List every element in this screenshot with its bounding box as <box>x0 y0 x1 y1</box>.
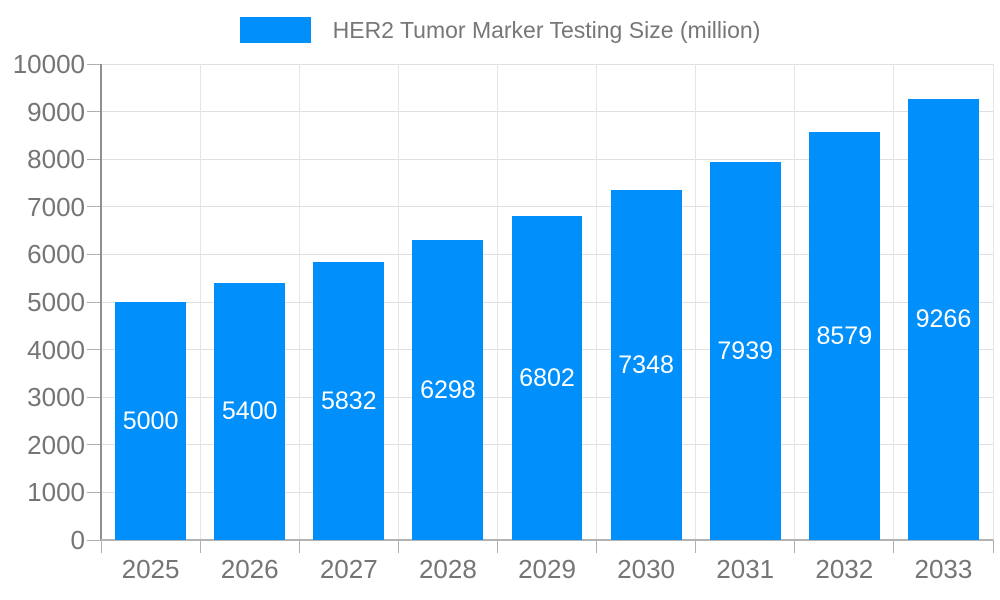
bar-2028[interactable] <box>412 240 484 540</box>
y-axis-label: 3000 <box>27 382 85 413</box>
x-axis-label: 2026 <box>220 554 279 584</box>
y-axis-line <box>100 64 102 540</box>
x-axis-label: 2028 <box>418 554 477 584</box>
x-axis-label: 2027 <box>319 554 378 584</box>
y-axis-tick <box>87 253 101 255</box>
x-axis-tick <box>893 540 895 553</box>
y-gridline <box>101 158 993 160</box>
x-axis-tick <box>794 540 796 553</box>
x-axis-label: 2029 <box>518 554 576 584</box>
x-gridline <box>794 64 796 540</box>
y-gridline <box>101 206 993 208</box>
bar-2026[interactable] <box>214 282 286 540</box>
y-axis-label: 7000 <box>27 191 85 222</box>
bar-2027[interactable] <box>313 262 385 540</box>
x-axis-tick <box>298 540 300 553</box>
y-gridline <box>101 111 993 113</box>
y-axis-tick <box>87 444 101 446</box>
x-gridline <box>596 64 598 540</box>
bar-2030[interactable] <box>610 190 682 540</box>
x-axis-line <box>101 539 993 541</box>
x-axis-tick <box>199 540 201 553</box>
y-axis-tick <box>87 349 101 351</box>
y-axis-label: 9000 <box>27 96 85 127</box>
x-axis-label: 2030 <box>617 554 676 584</box>
y-gridline <box>101 63 993 65</box>
y-axis-tick <box>87 539 101 541</box>
x-gridline <box>893 64 895 540</box>
y-axis-tick <box>87 491 101 493</box>
x-gridline <box>992 64 994 540</box>
bar-2033[interactable] <box>907 98 979 540</box>
y-axis-tick <box>87 158 101 160</box>
y-axis-tick <box>87 111 101 113</box>
y-axis-label: 2000 <box>27 429 85 460</box>
y-axis-label: 0 <box>70 525 85 555</box>
x-gridline <box>397 64 399 540</box>
x-axis-tick <box>992 540 994 553</box>
x-axis-tick <box>496 540 498 553</box>
bar-2029[interactable] <box>511 216 583 540</box>
y-axis-label: 5000 <box>27 287 85 317</box>
x-axis-label: 2025 <box>121 554 180 584</box>
y-axis-label: 4000 <box>27 334 85 365</box>
x-gridline <box>496 64 498 540</box>
x-axis-label: 2033 <box>914 554 973 584</box>
bar-2025[interactable] <box>115 302 187 540</box>
x-axis-tick <box>397 540 399 553</box>
legend-swatch <box>239 17 311 43</box>
bar-2032[interactable] <box>808 131 880 540</box>
y-axis-label: 1000 <box>27 477 85 508</box>
x-axis-label: 2031 <box>716 554 775 584</box>
x-axis-tick <box>596 540 598 553</box>
bar-2031[interactable] <box>709 162 781 540</box>
y-axis-label: 10000 <box>12 49 85 79</box>
y-axis-tick <box>87 63 101 65</box>
legend-label: HER2 Tumor Marker Testing Size (million) <box>332 16 761 43</box>
x-axis-tick <box>695 540 697 553</box>
x-gridline <box>199 64 201 540</box>
y-axis-tick <box>87 301 101 303</box>
y-axis-tick <box>87 206 101 208</box>
x-axis-label: 2032 <box>815 554 874 584</box>
x-gridline <box>298 64 300 540</box>
legend-item[interactable]: HER2 Tumor Marker Testing Size (million) <box>0 14 1000 46</box>
x-axis-tick <box>100 540 102 553</box>
y-axis-label: 6000 <box>27 239 85 270</box>
y-axis-tick <box>87 396 101 398</box>
x-gridline <box>695 64 697 540</box>
y-axis-label: 8000 <box>27 144 85 175</box>
